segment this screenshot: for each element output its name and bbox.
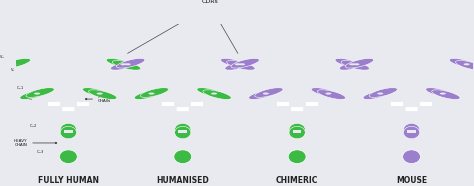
Ellipse shape xyxy=(263,93,269,95)
Bar xyxy=(420,102,432,106)
Ellipse shape xyxy=(363,90,392,99)
Ellipse shape xyxy=(34,93,40,95)
Ellipse shape xyxy=(89,90,117,99)
Text: CHIMERIC: CHIMERIC xyxy=(276,176,319,185)
Ellipse shape xyxy=(402,150,420,163)
Ellipse shape xyxy=(403,123,419,136)
Bar xyxy=(48,102,60,106)
FancyBboxPatch shape xyxy=(62,107,74,111)
FancyBboxPatch shape xyxy=(177,107,189,111)
Ellipse shape xyxy=(174,150,191,163)
Text: MOUSE: MOUSE xyxy=(396,176,427,185)
Ellipse shape xyxy=(20,90,48,99)
Ellipse shape xyxy=(440,93,446,95)
Ellipse shape xyxy=(211,93,217,95)
Ellipse shape xyxy=(248,90,277,99)
Ellipse shape xyxy=(377,93,383,95)
Ellipse shape xyxy=(354,63,359,65)
Ellipse shape xyxy=(203,90,231,99)
Text: V$_L$: V$_L$ xyxy=(10,66,16,74)
FancyBboxPatch shape xyxy=(291,107,303,111)
Ellipse shape xyxy=(65,130,72,132)
Ellipse shape xyxy=(369,88,398,97)
Ellipse shape xyxy=(0,60,25,70)
Ellipse shape xyxy=(97,93,103,95)
Ellipse shape xyxy=(134,90,163,99)
Ellipse shape xyxy=(289,126,305,139)
Ellipse shape xyxy=(140,88,169,97)
Text: LIGHT
CHAIN: LIGHT CHAIN xyxy=(85,95,111,103)
Ellipse shape xyxy=(227,60,255,70)
Ellipse shape xyxy=(409,130,415,132)
Ellipse shape xyxy=(403,126,419,139)
Ellipse shape xyxy=(112,60,141,70)
Text: FULLY HUMAN: FULLY HUMAN xyxy=(38,176,99,185)
Text: HUMANISED: HUMANISED xyxy=(156,176,209,185)
Text: CDRs: CDRs xyxy=(202,0,219,4)
Ellipse shape xyxy=(59,150,77,163)
Ellipse shape xyxy=(231,58,259,68)
Ellipse shape xyxy=(110,60,139,70)
Ellipse shape xyxy=(317,90,346,99)
Ellipse shape xyxy=(311,88,339,97)
Ellipse shape xyxy=(148,93,155,95)
Ellipse shape xyxy=(335,58,364,68)
Ellipse shape xyxy=(117,58,145,68)
Ellipse shape xyxy=(255,88,283,97)
FancyBboxPatch shape xyxy=(405,107,418,111)
Ellipse shape xyxy=(426,88,454,97)
Ellipse shape xyxy=(349,63,355,65)
Ellipse shape xyxy=(346,58,374,68)
Ellipse shape xyxy=(26,88,55,97)
Ellipse shape xyxy=(10,63,16,65)
Text: C$_H$2: C$_H$2 xyxy=(29,123,37,130)
Ellipse shape xyxy=(341,60,369,70)
Bar xyxy=(293,130,301,133)
Bar xyxy=(191,102,203,106)
Ellipse shape xyxy=(239,63,245,65)
Ellipse shape xyxy=(2,58,30,68)
Bar xyxy=(407,130,416,133)
Text: V$_H$: V$_H$ xyxy=(0,53,5,61)
Ellipse shape xyxy=(456,60,474,70)
Ellipse shape xyxy=(106,58,135,68)
Ellipse shape xyxy=(449,58,474,68)
Ellipse shape xyxy=(197,88,225,97)
Ellipse shape xyxy=(180,130,186,132)
Ellipse shape xyxy=(225,60,253,70)
Ellipse shape xyxy=(125,63,131,65)
Ellipse shape xyxy=(174,123,191,136)
Ellipse shape xyxy=(120,63,127,65)
Ellipse shape xyxy=(464,63,470,65)
Bar xyxy=(77,102,89,106)
Bar xyxy=(178,130,187,133)
Ellipse shape xyxy=(339,60,368,70)
Ellipse shape xyxy=(60,126,76,139)
Ellipse shape xyxy=(294,130,300,132)
Bar xyxy=(306,102,318,106)
Ellipse shape xyxy=(82,88,111,97)
Ellipse shape xyxy=(288,150,306,163)
Ellipse shape xyxy=(174,126,191,139)
Bar xyxy=(276,102,289,106)
Text: C$_H$3: C$_H$3 xyxy=(36,148,44,156)
Bar xyxy=(162,102,174,106)
Ellipse shape xyxy=(289,123,305,136)
Bar xyxy=(64,130,73,133)
Text: C$_L$: C$_L$ xyxy=(27,95,33,103)
Bar xyxy=(391,102,403,106)
Ellipse shape xyxy=(432,90,460,99)
Text: HEAVY
CHAIN: HEAVY CHAIN xyxy=(14,139,57,147)
Ellipse shape xyxy=(60,123,76,136)
Ellipse shape xyxy=(235,63,241,65)
Ellipse shape xyxy=(326,93,331,95)
Text: C$_H$1: C$_H$1 xyxy=(16,84,24,92)
Ellipse shape xyxy=(220,58,249,68)
